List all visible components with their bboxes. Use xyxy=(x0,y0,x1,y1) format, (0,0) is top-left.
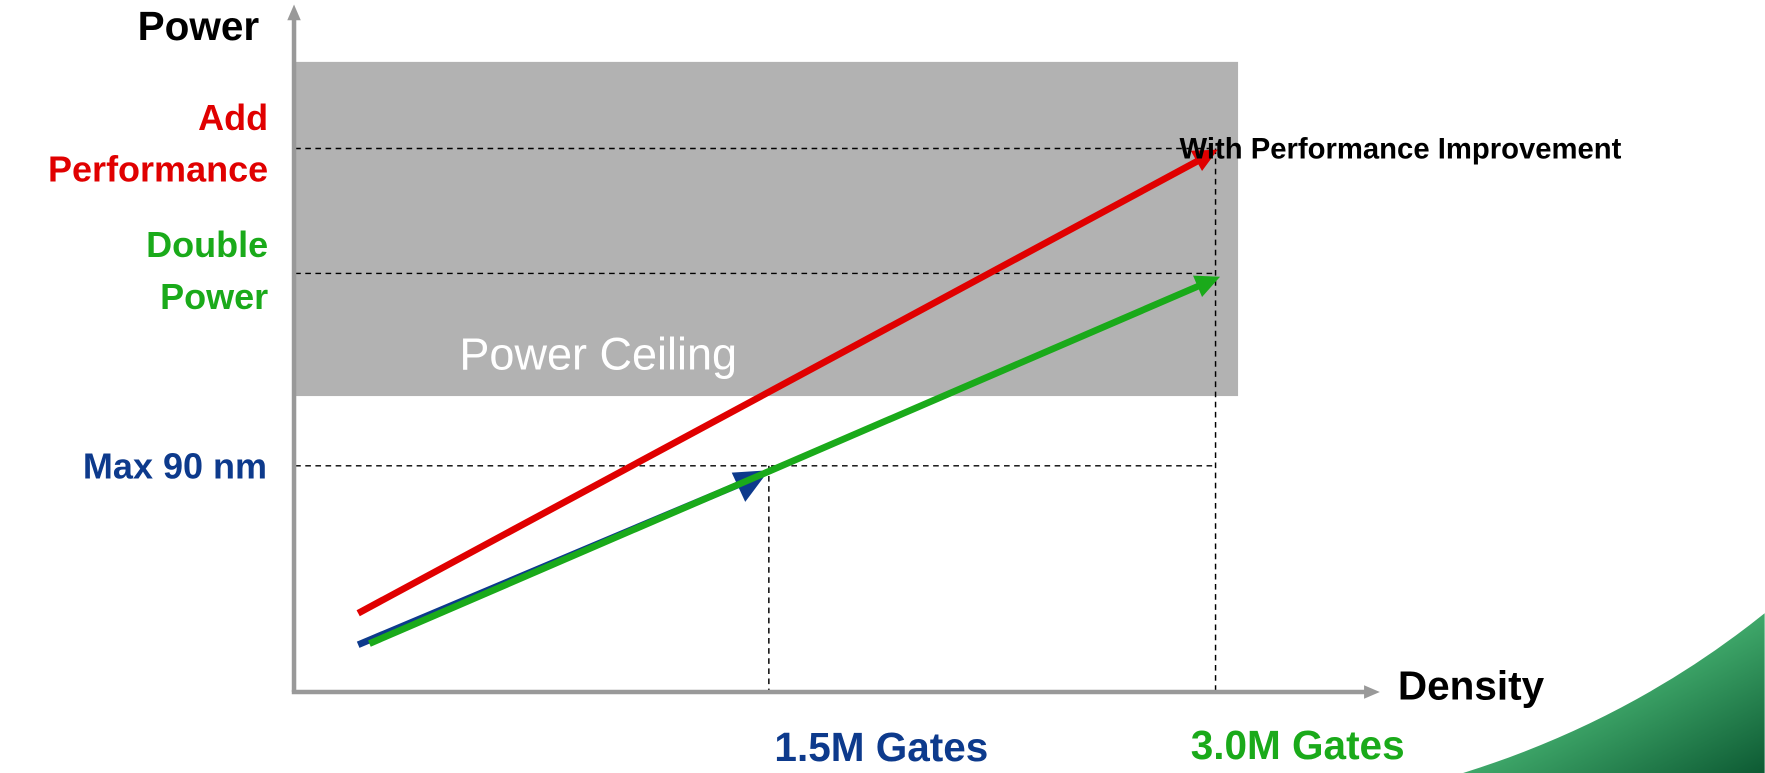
green-arrowhead xyxy=(1193,275,1221,298)
x-axis-arrow xyxy=(1364,685,1380,699)
level-label: Double xyxy=(146,224,268,265)
annotation: With Performance Improvement xyxy=(1180,134,1622,166)
region-label: Power Ceiling xyxy=(459,329,737,380)
x-level-label: 3.0M Gates xyxy=(1191,722,1405,768)
y-axis-arrow xyxy=(287,4,301,21)
level-label: Max 90 nm xyxy=(83,446,267,487)
x-axis-label: Density xyxy=(1398,662,1545,708)
level-label: Add xyxy=(198,97,268,138)
level-label: Performance xyxy=(48,149,268,190)
y-axis-label: Power xyxy=(138,3,260,49)
power-ceiling-region xyxy=(295,61,1239,397)
x-level-label: 1.5M Gates xyxy=(774,724,988,770)
green-trend xyxy=(368,280,1206,647)
red-trend xyxy=(356,155,1204,617)
level-label: Power xyxy=(160,276,268,317)
decoration xyxy=(1463,613,1765,773)
red-arrowhead xyxy=(1190,149,1218,172)
